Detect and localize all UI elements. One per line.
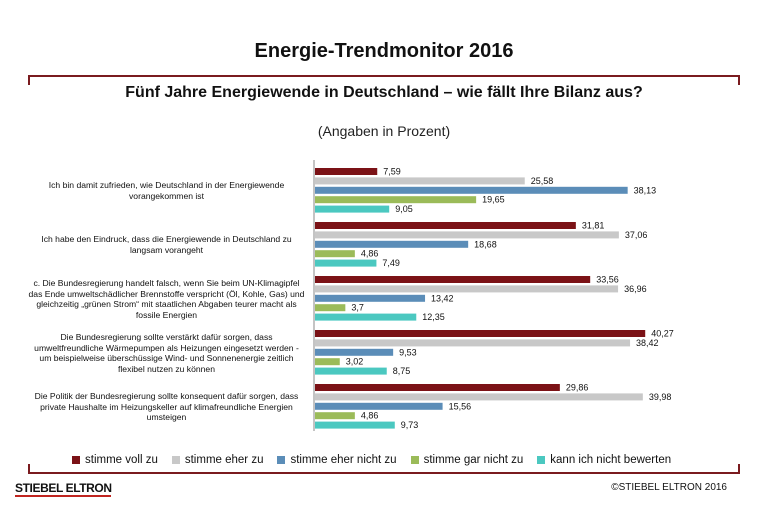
data-label: 4,86 [361, 249, 379, 259]
data-label: 18,68 [474, 239, 497, 249]
bar [315, 313, 417, 321]
bar [315, 259, 377, 267]
data-label: 3,7 [351, 303, 364, 313]
bar [315, 304, 346, 312]
legend-item: stimme eher nicht zu [277, 454, 397, 466]
category-label: Die Politik der Bundesregierung sollte k… [34, 391, 299, 422]
data-label: 7,49 [382, 258, 400, 268]
bar [315, 421, 395, 429]
bar [315, 339, 631, 347]
legend-swatch [72, 456, 80, 464]
data-label: 19,65 [482, 195, 505, 205]
legend-item: stimme gar nicht zu [410, 454, 524, 466]
data-label: 15,56 [449, 401, 472, 411]
data-label: 37,06 [625, 230, 648, 240]
data-label: 29,86 [566, 383, 589, 393]
bar [315, 276, 591, 283]
data-label: 38,13 [634, 185, 657, 195]
category-label: Ich habe den Eindruck, dass die Energiew… [41, 234, 292, 255]
data-label: 13,42 [431, 293, 454, 303]
legend-swatch [410, 456, 419, 464]
bar [315, 384, 560, 391]
bar [315, 412, 355, 420]
data-label: 12,35 [422, 312, 445, 322]
data-label: 8,75 [393, 366, 411, 376]
bar [315, 250, 355, 258]
main-title: Energie-Trendmonitor 2016 [254, 40, 514, 62]
frame-top-left-tick [28, 75, 30, 85]
legend-label: stimme gar nicht zu [423, 454, 524, 466]
category-label: c. Die Bundesregierung handelt falsch, w… [28, 278, 305, 320]
brand-logo: STIEBEL ELTRON [15, 481, 112, 495]
data-label: 25,58 [531, 176, 554, 186]
data-label: 9,53 [399, 347, 417, 357]
data-label: 36,96 [624, 284, 647, 294]
data-label: 39,98 [649, 392, 672, 402]
bar [315, 393, 643, 401]
bar [315, 285, 619, 293]
data-label: 38,42 [636, 338, 659, 348]
bar [315, 168, 378, 175]
bar [315, 348, 394, 356]
brand-underline [15, 495, 111, 497]
bar [315, 240, 469, 248]
bar [315, 231, 619, 239]
chart-question: Fünf Jahre Energiewende in Deutschland –… [125, 84, 643, 101]
legend-swatch [277, 456, 286, 464]
bar [315, 367, 387, 375]
legend-swatch [537, 456, 546, 464]
bar [315, 294, 426, 302]
bar [315, 402, 443, 410]
bar [315, 205, 390, 213]
legend-item: stimme eher zu [171, 454, 264, 466]
bar [315, 196, 477, 204]
legend-label: stimme voll zu [85, 454, 158, 466]
legend-swatch [171, 456, 180, 464]
bar [315, 222, 576, 229]
bar [315, 177, 525, 185]
frame-top-right-tick [738, 75, 740, 85]
legend-label: kann ich nicht bewerten [550, 454, 672, 466]
legend-label: stimme eher nicht zu [290, 454, 397, 466]
data-label: 31,81 [582, 221, 605, 231]
data-label: 3,02 [346, 357, 364, 367]
legend-item: kann ich nicht bewerten [537, 454, 671, 466]
bar [315, 186, 628, 194]
data-label: 7,59 [383, 167, 401, 177]
category-label: Ich bin damit zufrieden, wie Deutschland… [48, 180, 285, 201]
unit-note: (Angaben in Prozent) [317, 123, 451, 139]
frame-bottom-right-tick [738, 464, 740, 474]
data-label: 9,73 [401, 420, 419, 430]
legend-label: stimme eher zu [184, 454, 264, 466]
legend-item: stimme voll zu [72, 454, 158, 466]
copyright-note: ©STIEBEL ELTRON 2016 [611, 482, 727, 493]
frame-bottom-line [28, 472, 740, 474]
data-label: 33,56 [596, 275, 619, 285]
bar [315, 330, 646, 337]
frame-top-line [28, 75, 740, 77]
data-label: 9,05 [395, 204, 413, 214]
category-label: Die Bundesregierung sollte verstärkt daf… [34, 332, 299, 374]
chart-legend: stimme voll zu stimme eher zu stimme eher … [72, 452, 712, 468]
frame-bottom-left-tick [28, 464, 30, 474]
bar [315, 358, 340, 366]
data-label: 4,86 [361, 411, 379, 421]
data-label: 40,27 [651, 329, 674, 339]
